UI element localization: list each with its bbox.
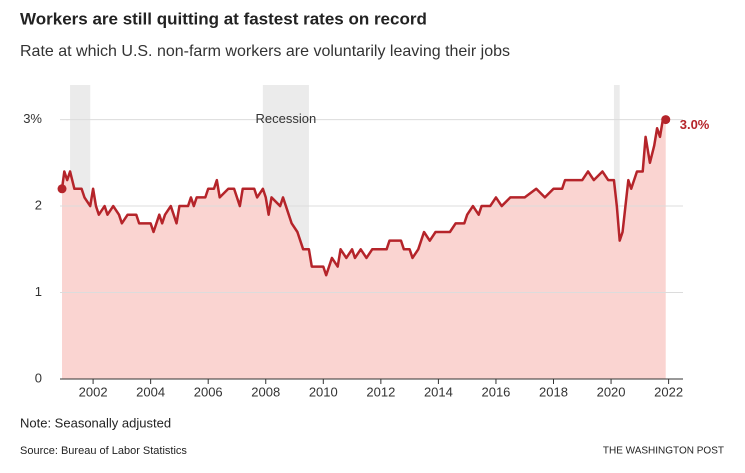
chart-title: Workers are still quitting at fastest ra… bbox=[20, 9, 427, 28]
area bbox=[62, 119, 666, 380]
source: Source: Bureau of Labor Statistics bbox=[20, 445, 187, 457]
annotation: Recession bbox=[256, 111, 317, 126]
x-tick-label: 2016 bbox=[481, 384, 510, 399]
y-tick-label: 2 bbox=[35, 197, 42, 212]
x-tick-label: 2004 bbox=[136, 384, 165, 399]
x-tick-label: 2014 bbox=[424, 384, 453, 399]
end-dot bbox=[57, 184, 67, 194]
plot-area: 0 1 2 3% 2002 2004 2006 2008 2010 2012 2014 2016 201… bbox=[23, 85, 710, 399]
credit: THE WASHINGTON POST bbox=[603, 446, 724, 457]
x-tick-label: 2020 bbox=[597, 384, 626, 399]
x-tick-label: 2008 bbox=[251, 384, 280, 399]
x-tick-label: 2010 bbox=[309, 384, 338, 399]
x-tick-label: 2006 bbox=[194, 384, 223, 399]
x-tick-label: 2002 bbox=[79, 384, 108, 399]
value-label: 3.0% bbox=[680, 117, 710, 132]
y-tick-label: 3% bbox=[23, 111, 42, 126]
x-tick-label: 2022 bbox=[654, 384, 683, 399]
end-dot bbox=[661, 115, 671, 125]
note: Note: Seasonally adjusted bbox=[20, 415, 171, 430]
y-tick-label: 1 bbox=[35, 284, 42, 299]
x-tick-label: 2012 bbox=[366, 384, 395, 399]
x-tick-label: 2018 bbox=[539, 384, 568, 399]
y-tick-label: 0 bbox=[35, 370, 42, 385]
chart-subtitle: Rate at which U.S. non-farm workers are … bbox=[20, 43, 510, 60]
line bbox=[60, 118, 666, 277]
